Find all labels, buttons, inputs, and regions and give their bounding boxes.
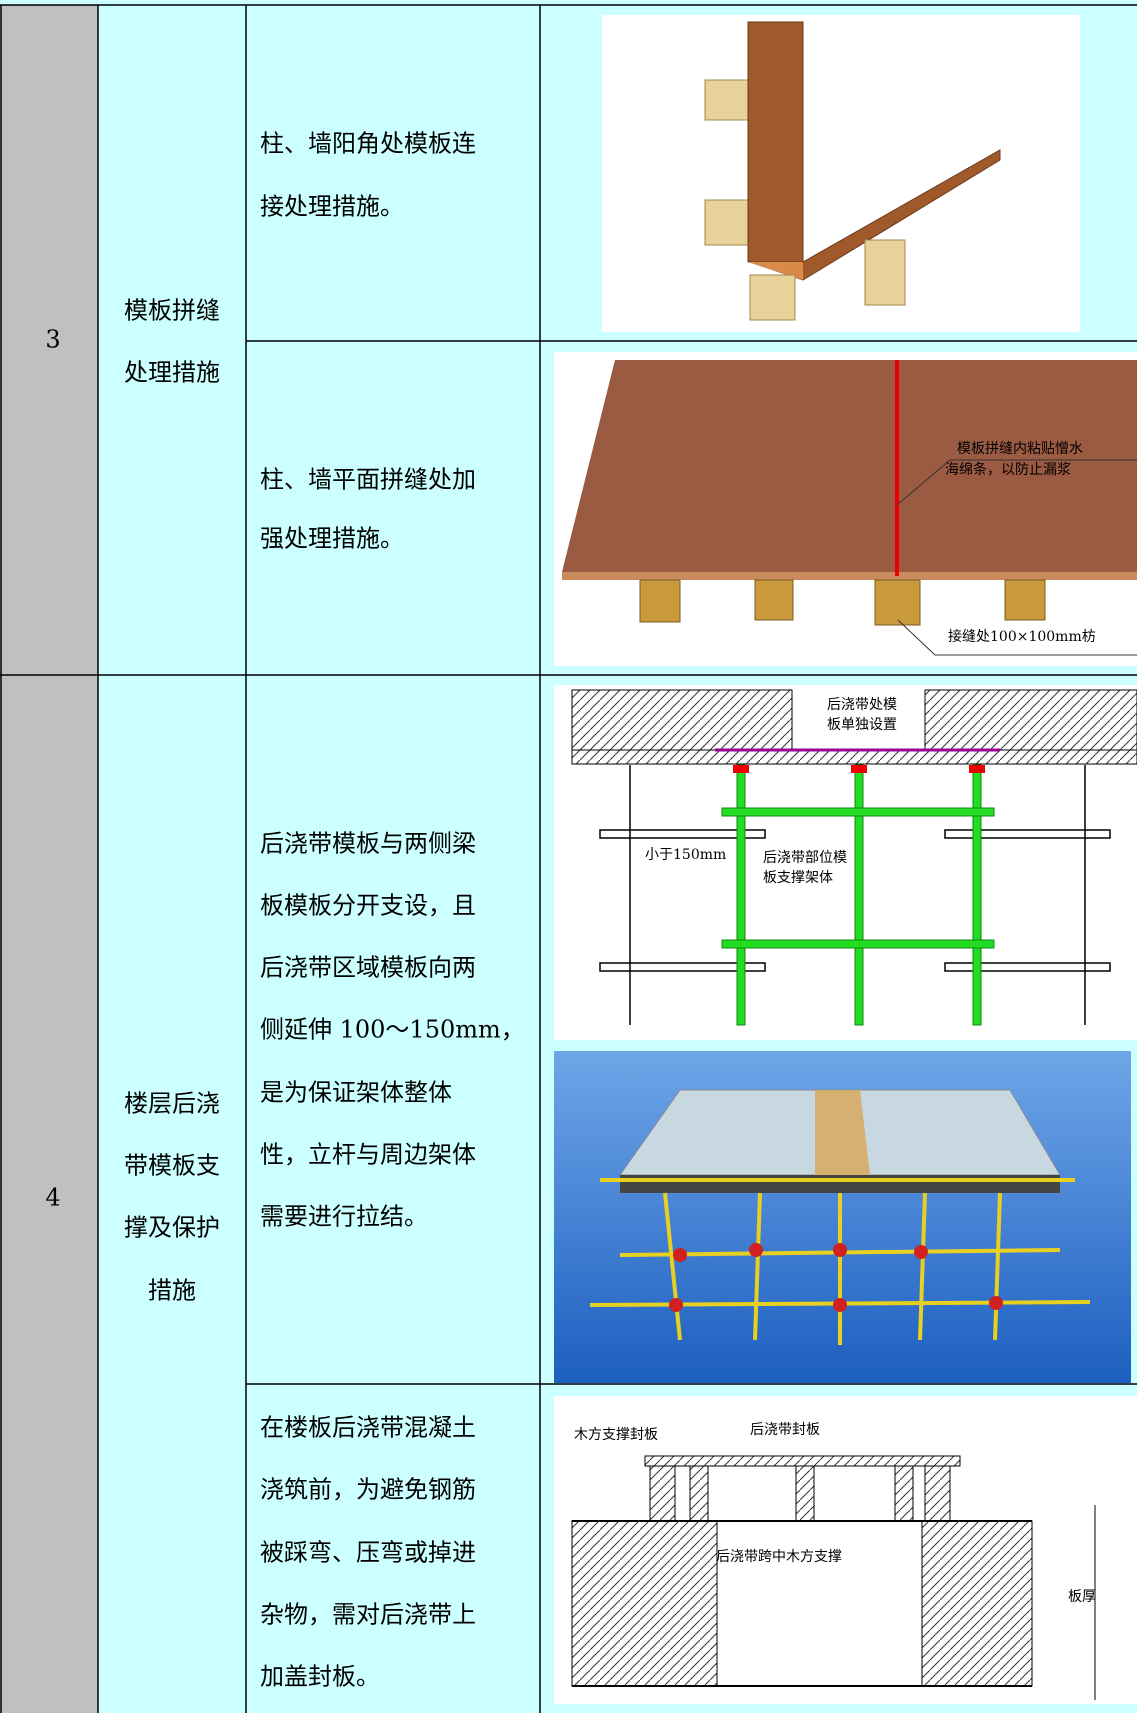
row-number: 4 xyxy=(45,1184,60,1212)
description: 是为保证架体整体 xyxy=(260,1079,452,1107)
figure-plane-joint: 模板拼缝内粘贴憎水 海绵条，以防止漏浆 接缝处100×100mm枋 xyxy=(554,352,1137,666)
figure-corner-joint xyxy=(602,15,1080,332)
figure-label: 板厚 xyxy=(1068,1589,1096,1605)
figure-label: 后浇带处模 xyxy=(827,697,897,713)
description: 被踩弯、压弯或掉进 xyxy=(260,1539,476,1567)
description: 后浇带区域模板向两 xyxy=(260,954,476,982)
figure-label: 接缝处100×100mm枋 xyxy=(948,628,1096,645)
figure-support-3d xyxy=(554,1051,1131,1383)
figure-label: 木方支撑封板 xyxy=(574,1427,658,1443)
description: 需要进行拉结。 xyxy=(260,1203,428,1231)
row-number: 3 xyxy=(45,326,60,354)
figure-label: 后浇带跨中木方支撑 xyxy=(716,1549,842,1565)
figure-label: 后浇带封板 xyxy=(750,1422,820,1438)
figure-label: 后浇带部位模 xyxy=(763,850,847,866)
description: 后浇带模板与两侧梁 xyxy=(260,830,476,858)
table-borders xyxy=(0,4,1137,1713)
number-col xyxy=(0,5,98,1713)
figure-label: 模板拼缝内粘贴憎水 xyxy=(957,440,1083,457)
figure-label: 海绵条，以防止漏浆 xyxy=(945,461,1071,478)
row-name: 措施 xyxy=(148,1277,196,1305)
description: 强处理措施。 xyxy=(260,525,404,553)
row-name: 模板拼缝 xyxy=(124,297,220,325)
figure-cover-plate: 木方支撑封板 后浇带封板 后浇带跨中木方支撑 板厚 xyxy=(554,1396,1137,1704)
description: 接处理措施。 xyxy=(260,193,404,221)
description: 柱、墙阳角处模板连 xyxy=(260,130,476,158)
description: 柱、墙平面拼缝处加 xyxy=(260,466,476,494)
description: 浇筑前，为避免钢筋 xyxy=(260,1476,476,1504)
figure-support-section: 后浇带处模 板单独设置 小于150mm 后浇带部位模 板支撑架体 xyxy=(554,685,1137,1040)
row-name: 楼层后浇 xyxy=(124,1090,220,1118)
row-name: 处理措施 xyxy=(124,359,220,387)
row-name: 带模板支 xyxy=(124,1152,220,1180)
description: 性，立杆与周边架体 xyxy=(260,1141,476,1169)
description: 在楼板后浇带混凝土 xyxy=(260,1414,476,1442)
description: 加盖封板。 xyxy=(260,1663,380,1691)
figure-label: 板支撑架体 xyxy=(763,870,833,886)
row-name: 撑及保护 xyxy=(124,1214,220,1242)
description: 侧延伸 100～150mm， xyxy=(260,1016,525,1044)
description: 杂物，需对后浇带上 xyxy=(260,1601,476,1629)
figure-label: 板单独设置 xyxy=(827,717,897,733)
figure-label: 小于150mm xyxy=(645,847,726,863)
description: 板模板分开支设，且 xyxy=(260,892,476,920)
